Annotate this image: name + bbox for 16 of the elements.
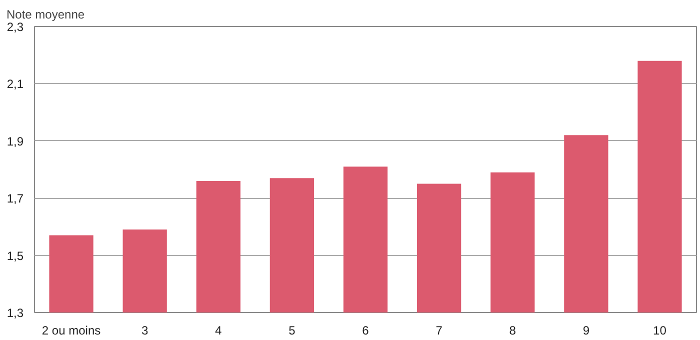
y-axis-title: Note moyenne bbox=[6, 8, 85, 22]
x-tick-label: 9 bbox=[582, 324, 590, 338]
x-tick-label: 10 bbox=[653, 324, 667, 338]
x-tick-label: 8 bbox=[509, 324, 516, 338]
y-tick-label: 1,3 bbox=[6, 306, 24, 320]
y-tick-label: 2,1 bbox=[6, 77, 24, 92]
x-tick-label: 4 bbox=[215, 324, 222, 338]
x-tick-label: 3 bbox=[141, 324, 148, 338]
y-tick-label: 2,3 bbox=[6, 20, 24, 34]
x-tick-label: 6 bbox=[362, 324, 370, 338]
x-tick-label: 5 bbox=[288, 324, 296, 338]
x-tick-label: 7 bbox=[436, 324, 443, 338]
y-tick-label: 1,5 bbox=[6, 248, 24, 263]
y-tick-label: 1,7 bbox=[6, 192, 24, 206]
x-tick-label: 2 ou moins bbox=[42, 324, 101, 338]
y-tick-label: 1,9 bbox=[6, 134, 24, 148]
